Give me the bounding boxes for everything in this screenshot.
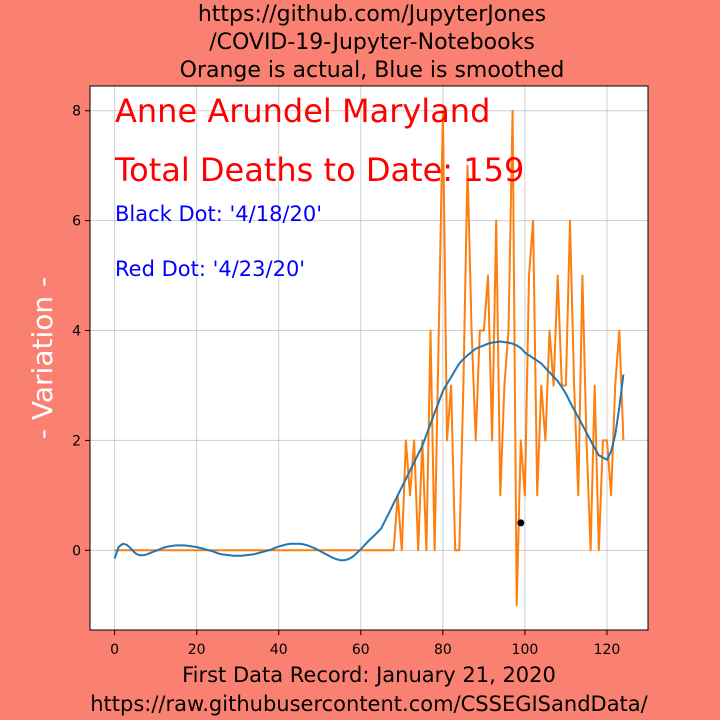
markers — [517, 519, 525, 527]
y-tick-label: 0 — [72, 543, 81, 559]
x-tick-label: 0 — [110, 642, 119, 658]
annotation-text: Red Dot: '4/23/20' — [115, 257, 305, 281]
chart-title: https://github.com/JupyterJones/COVID-19… — [180, 2, 565, 83]
title-line: https://github.com/JupyterJones — [198, 2, 546, 27]
title-line: Orange is actual, Blue is smoothed — [180, 58, 565, 83]
annotation-text: Anne Arundel Maryland — [115, 92, 490, 130]
annotation-text: Total Deaths to Date: 159 — [114, 151, 524, 189]
actual-series-line — [114, 109, 625, 607]
x-tick-label: 100 — [512, 642, 539, 658]
y-tick-label: 6 — [72, 214, 81, 230]
x-tick-label: 120 — [594, 642, 621, 658]
series — [113, 109, 625, 607]
dot-marker — [517, 519, 525, 527]
x-tick-label: 40 — [270, 642, 288, 658]
annotation-text: Black Dot: '4/18/20' — [115, 202, 322, 226]
x-label-line: https://raw.githubusercontent.com/CSSEGI… — [90, 692, 648, 716]
y-axis-label: - Variation - — [26, 277, 59, 439]
x-tick-label: 60 — [352, 642, 370, 658]
smoothed-series-line — [113, 340, 625, 562]
y-tick-label: 8 — [72, 104, 81, 120]
x-tick-label: 20 — [188, 642, 206, 658]
title-line: /COVID-19-Jupyter-Notebooks — [209, 30, 535, 55]
plot-frame — [89, 85, 649, 631]
y-tick-label: 2 — [72, 433, 81, 449]
y-axis-ticks: 0 2 4 6 8 — [72, 104, 90, 559]
x-label-line: First Data Record: January 21, 2020 — [182, 663, 556, 687]
annotations: Anne Arundel Maryland Total Deaths to Dat… — [114, 92, 524, 281]
x-tick-label: 80 — [434, 642, 452, 658]
y-tick-label: 4 — [72, 324, 81, 340]
x-axis-label: First Data Record: January 21, 2020 https… — [90, 663, 648, 716]
x-axis-ticks: 0 20 40 60 80 100 120 — [110, 630, 620, 658]
